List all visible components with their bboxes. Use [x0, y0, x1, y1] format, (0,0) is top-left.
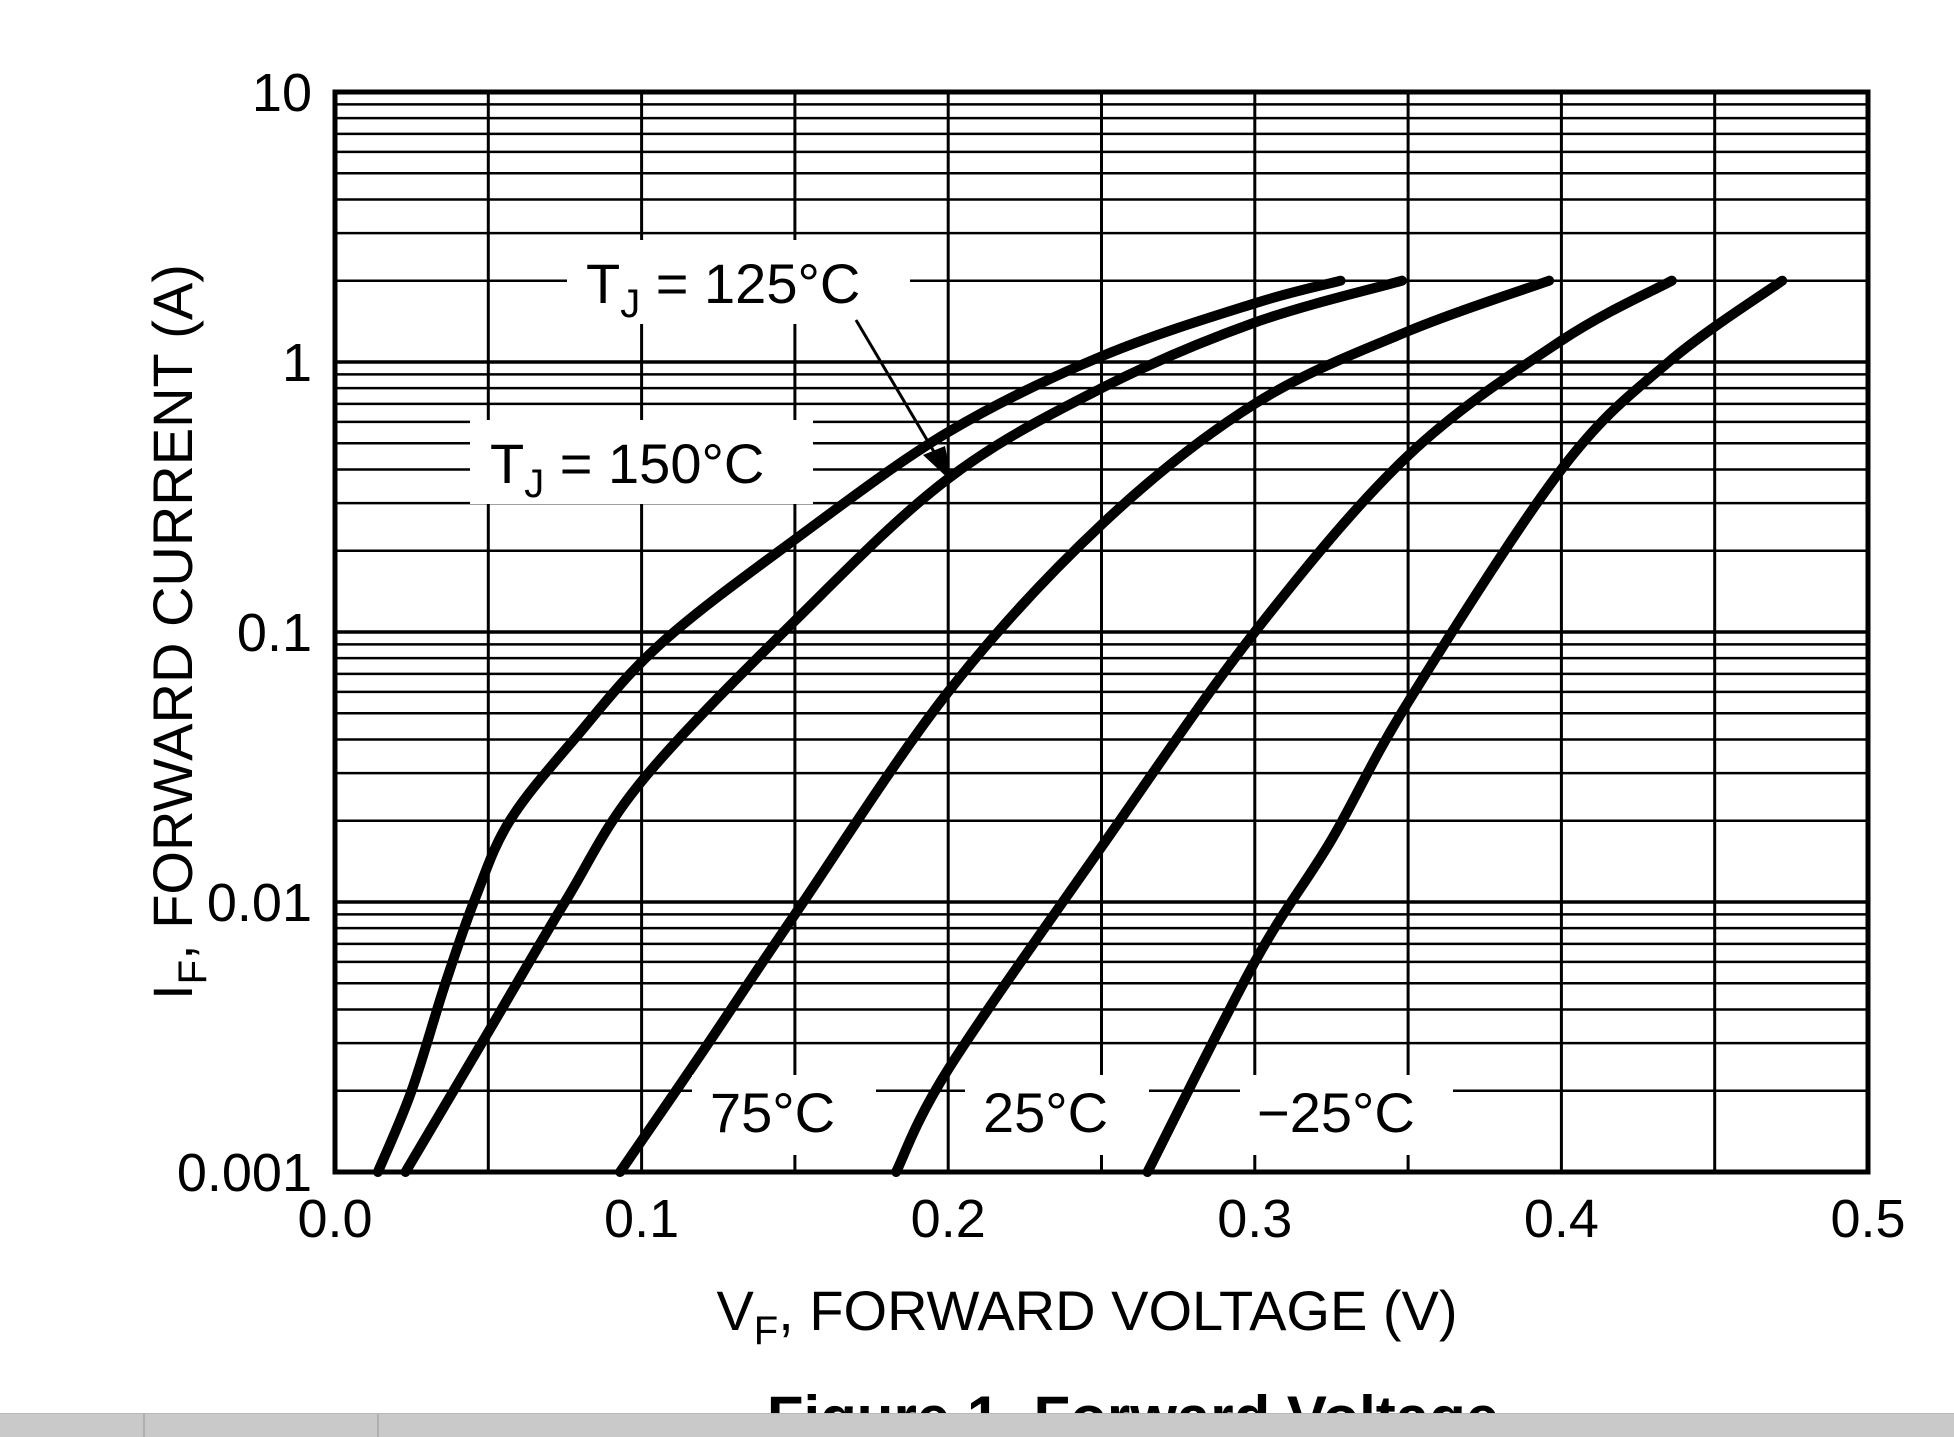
- t75-label: 75°C: [710, 1081, 835, 1144]
- x-tick-label: 0.2: [911, 1189, 986, 1249]
- tick-labels: 0.0 0.1 0.2 0.3 0.4 0.5 0.001 0.01 0.1 1 10: [177, 63, 1906, 1249]
- y-tick-label: 10: [252, 63, 312, 123]
- tj125-arrow-head: [923, 446, 952, 482]
- tj125-label: TJ = 125°C: [586, 252, 860, 326]
- series-line-4: [891, 275, 1677, 1177]
- series-line-3: [615, 275, 1555, 1177]
- x-tick-label: 0.4: [1524, 1189, 1599, 1249]
- curves: [372, 275, 1788, 1177]
- series-line-2: [400, 275, 1407, 1177]
- x-tick-label: 0.3: [1217, 1189, 1292, 1249]
- x-axis-label: VF, FORWARD VOLTAGE (V): [716, 1279, 1457, 1353]
- series-line-5: [1142, 275, 1788, 1177]
- bar-segment-1: [0, 1414, 145, 1437]
- figure-title: Figure 1. Forward Voltage: [767, 1384, 1499, 1413]
- x-tick-label: 0.5: [1830, 1189, 1905, 1249]
- y-tick-label: 1: [282, 333, 312, 393]
- series-line-1: [372, 275, 1346, 1177]
- x-tick-label: 0.1: [604, 1189, 679, 1249]
- grid-lines: [335, 92, 1868, 1172]
- tj125-label-bg: [567, 240, 910, 324]
- y-tick-label: 0.1: [237, 603, 312, 663]
- t75-label-bg: [692, 1075, 876, 1155]
- y-tick-label: 0.01: [207, 873, 312, 933]
- bottom-scroll-bar[interactable]: [0, 1413, 1954, 1437]
- x-tick-label: 0.0: [297, 1189, 372, 1249]
- bar-segment-2: [145, 1414, 379, 1437]
- tm25-label-bg: [1240, 1075, 1453, 1155]
- t25-label-bg: [965, 1075, 1149, 1155]
- tm25-label: −25°C: [1257, 1081, 1415, 1144]
- tj150-label: TJ = 150°C: [490, 432, 764, 506]
- y-axis-label: IF, FORWARD CURRENT (A): [141, 264, 215, 1000]
- t25-label: 25°C: [983, 1081, 1108, 1144]
- tj125-arrow-line: [854, 319, 948, 473]
- plot-frame: [332, 89, 1871, 1175]
- tj150-label-bg: [470, 420, 813, 504]
- y-tick-label: 0.001: [177, 1143, 312, 1203]
